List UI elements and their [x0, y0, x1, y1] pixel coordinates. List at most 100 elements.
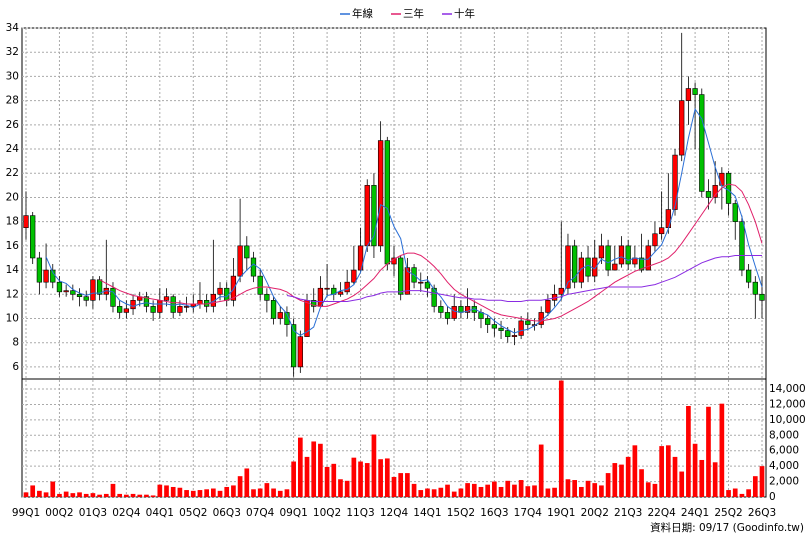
- volume-bar: [458, 488, 464, 497]
- volume-bar: [659, 446, 664, 497]
- volume-bar: [344, 480, 350, 497]
- volume-bar: [746, 489, 751, 497]
- candle-body: [217, 287, 223, 295]
- y-tick-label: 20: [6, 191, 19, 203]
- candle-body: [277, 312, 283, 319]
- y-tick-label: 26: [6, 119, 20, 131]
- x-tick-label: 99Q1: [12, 507, 40, 519]
- volume-bar: [518, 480, 524, 497]
- volume-bar: [652, 483, 658, 497]
- candle-body: [672, 154, 678, 210]
- candle-body: [351, 269, 357, 283]
- candle-body: [645, 245, 651, 271]
- candle-body: [505, 330, 511, 337]
- volume-bar: [378, 459, 383, 497]
- candle-body: [117, 306, 123, 313]
- candle-body: [63, 290, 69, 293]
- candle-body: [143, 296, 150, 307]
- x-tick-label: 26Q3: [748, 507, 776, 519]
- candle-body: [605, 245, 611, 271]
- candle-body: [76, 293, 83, 297]
- footer: 資料日期: 09/17 (Goodinfo.tw): [650, 521, 804, 534]
- volume-bar: [77, 492, 82, 497]
- volume-bar: [211, 488, 216, 497]
- volume-bar: [558, 380, 564, 497]
- candle-body: [377, 140, 384, 247]
- volume-bar: [579, 486, 584, 497]
- candle-body: [572, 245, 578, 283]
- candle-body: [652, 233, 658, 247]
- volume-bar: [639, 469, 644, 497]
- volume-bar: [391, 476, 397, 497]
- volume-bar: [257, 488, 263, 497]
- candle-body: [371, 185, 377, 247]
- volume-bar: [505, 480, 511, 497]
- volume-bar: [164, 485, 169, 497]
- volume-bar: [117, 493, 123, 497]
- candle-body: [598, 245, 605, 259]
- candle-body: [110, 287, 116, 307]
- y-tick-label: 14: [6, 264, 20, 276]
- volume-bar: [150, 495, 156, 497]
- candle-body: [290, 324, 297, 368]
- y-tick-label: 12: [6, 288, 19, 300]
- candle-body: [311, 300, 317, 307]
- volume-bar: [411, 483, 417, 497]
- volume-bar: [706, 406, 711, 497]
- volume-bar: [572, 480, 577, 497]
- candle-body: [464, 306, 471, 313]
- volume-bar: [471, 483, 477, 497]
- volume-bar: [585, 480, 591, 497]
- candle-body: [692, 88, 698, 95]
- volume-bar: [665, 445, 671, 497]
- candle-body: [56, 281, 63, 293]
- candle-body: [485, 318, 491, 325]
- y-tick-label: 6: [12, 361, 19, 373]
- candle-body: [30, 215, 36, 259]
- legend: 年線 三年 十年: [340, 7, 475, 20]
- volume-bar: [752, 476, 758, 497]
- candle-body: [404, 267, 411, 295]
- candle-body: [585, 257, 591, 277]
- volume-bar: [271, 488, 276, 497]
- candle-body: [525, 320, 531, 325]
- volume-bar: [284, 489, 290, 497]
- y-tick-label: 28: [6, 95, 19, 107]
- volume-bar: [565, 479, 571, 497]
- candle-body: [732, 203, 738, 222]
- x-tick-label: 02Q4: [112, 507, 141, 519]
- x-tick-label: 01Q3: [79, 507, 107, 519]
- candle-body: [324, 287, 330, 290]
- volume-bar: [364, 463, 370, 497]
- volume-bar: [759, 466, 765, 497]
- volume-bar: [83, 493, 89, 497]
- candle-body: [123, 308, 130, 313]
- volume-bar: [57, 493, 62, 497]
- volume-bar: [43, 492, 49, 497]
- candle-body: [43, 269, 49, 283]
- volume-bar: [599, 485, 604, 497]
- volume-bar: [130, 493, 136, 497]
- volume-bar: [311, 441, 317, 497]
- candle-body: [685, 88, 692, 101]
- candle-body: [23, 215, 29, 229]
- y-tick-label: 22: [6, 167, 19, 179]
- ma-line: [45, 107, 763, 336]
- volume-bar: [331, 463, 337, 497]
- y2-tick-label: 2,000: [769, 476, 799, 488]
- volume-bar: [719, 403, 725, 497]
- candle-body: [658, 227, 665, 235]
- volume-bar: [498, 486, 504, 497]
- candle-body: [592, 257, 598, 277]
- candle-body: [625, 245, 631, 265]
- volume-bar: [170, 486, 176, 497]
- candle-body: [705, 191, 712, 198]
- candle-body: [364, 185, 370, 247]
- x-tick-label: 00Q2: [45, 507, 73, 519]
- volume-bar: [30, 485, 36, 497]
- volume-bar: [525, 486, 531, 497]
- volume-bar: [552, 487, 557, 497]
- candle-body: [197, 300, 203, 305]
- candle-body: [130, 300, 136, 310]
